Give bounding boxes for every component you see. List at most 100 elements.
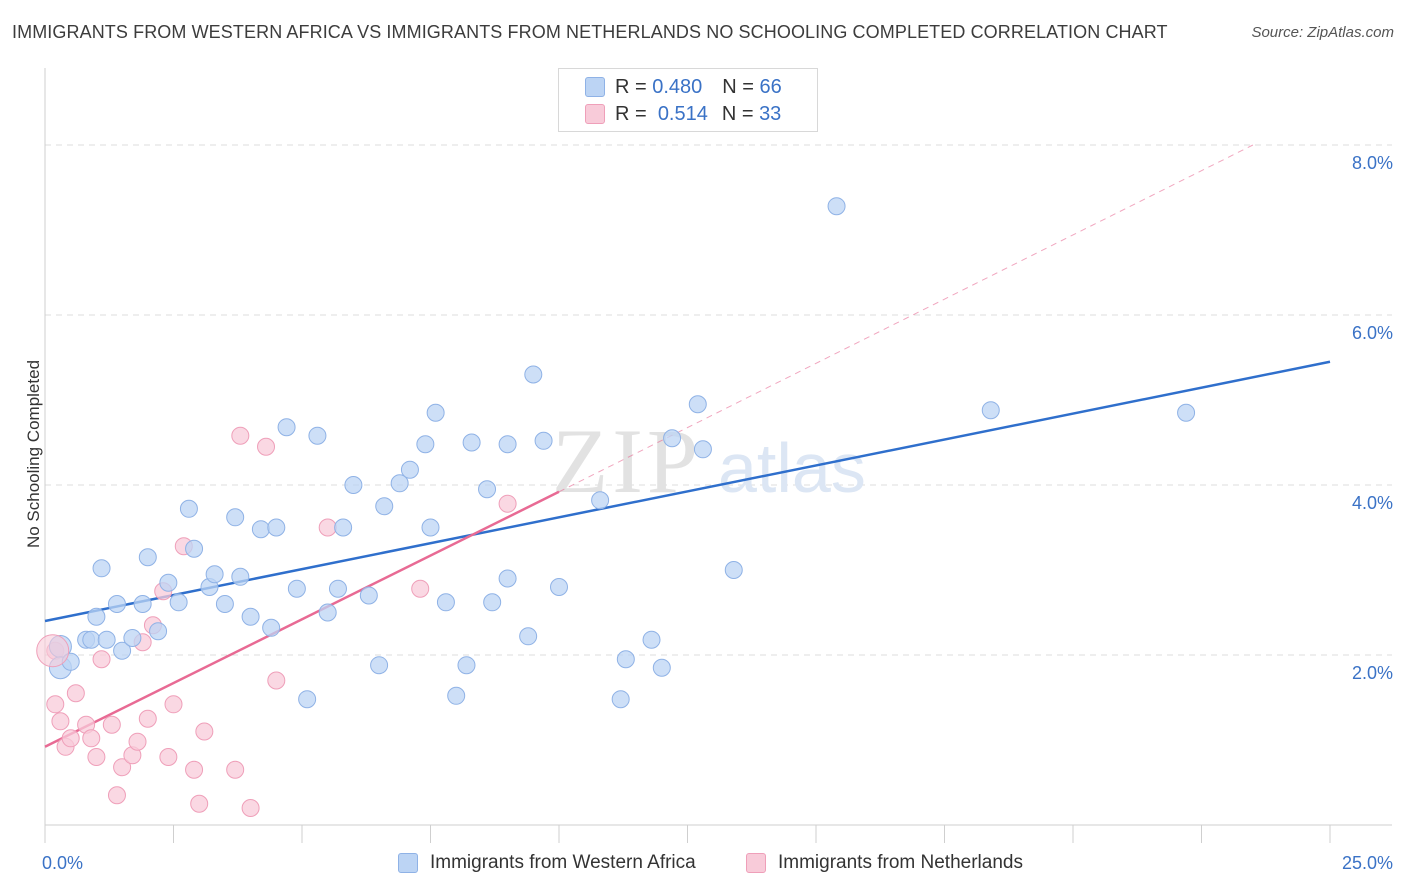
western-africa-point [642, 630, 661, 649]
source-label: Source: ZipAtlas.com [1251, 24, 1394, 41]
western-africa-point [267, 518, 286, 537]
western-africa-point [483, 593, 502, 612]
western-africa-point [724, 561, 743, 579]
western-africa-point [185, 539, 204, 558]
western-africa-point [179, 499, 198, 518]
western-africa-point [426, 403, 445, 422]
x-tick-label: 25.0% [1342, 853, 1393, 873]
western-africa-point [97, 630, 116, 649]
western-africa-point [92, 559, 111, 578]
netherlands-point [241, 799, 260, 817]
western-africa-point [328, 579, 347, 598]
western-africa-point [241, 607, 260, 626]
western-africa-point [591, 491, 610, 510]
netherlands-point [190, 794, 209, 813]
western-africa-point [298, 690, 317, 709]
netherlands-point [318, 518, 337, 537]
western-africa-point [400, 460, 419, 479]
western-africa-point [107, 595, 126, 613]
western-africa-point [616, 650, 635, 669]
legend-label: Immigrants from Western Africa [430, 852, 696, 873]
western-africa-point [287, 579, 306, 598]
legend-item-netherlands[interactable]: Immigrants from Netherlands [746, 852, 1023, 874]
legend-swatch-blue [585, 77, 605, 97]
y-axis-label: No Schooling Completed [24, 359, 43, 549]
r-label: R = [615, 102, 647, 125]
tick-labels: 2.0% 4.0% 6.0% 8.0% 0.0% 25.0% [42, 153, 1393, 873]
western-africa-point [133, 595, 152, 613]
western-africa-trend-line [44, 360, 1331, 623]
series-legend: Immigrants from Western Africa Immigrant… [0, 852, 1406, 878]
western-africa-point [344, 476, 363, 494]
western-africa-point [375, 497, 394, 516]
netherlands-point [92, 650, 111, 669]
legend-item-western-africa[interactable]: Immigrants from Western Africa [398, 852, 696, 874]
y-tick-label: 2.0% [1352, 663, 1393, 683]
western-africa-point [519, 627, 538, 646]
western-africa-point [550, 578, 568, 596]
netherlands-point [107, 786, 126, 805]
y-tick-label: 6.0% [1352, 323, 1393, 343]
western-africa-point [693, 440, 712, 459]
netherlands-point [411, 579, 430, 598]
netherlands-trend-line [44, 490, 560, 748]
netherlands-trend-extension [558, 144, 1254, 493]
western-africa-point [416, 435, 435, 454]
legend-swatch-pink [746, 853, 766, 873]
western-africa-point [226, 508, 245, 527]
netherlands-point [257, 437, 276, 456]
netherlands-point [66, 684, 85, 703]
netherlands-point [82, 729, 101, 748]
netherlands-point [51, 712, 70, 731]
western-africa-point [534, 431, 553, 450]
western-africa-point [87, 607, 106, 626]
netherlands-point [195, 722, 214, 741]
netherlands-point [113, 758, 132, 777]
netherlands-point-large [36, 634, 70, 668]
n-value: 33 [759, 102, 782, 125]
western-africa-point [251, 520, 270, 539]
watermark-atlas: atlas [718, 429, 866, 507]
western-africa-point [149, 622, 168, 641]
netherlands-point [267, 671, 286, 690]
legend-row-netherlands: R = 0.514 N = 33 [585, 102, 781, 126]
western-africa-point [652, 658, 671, 677]
legend-swatch-pink [585, 104, 605, 124]
netherlands-point [87, 748, 106, 766]
western-africa-point [524, 365, 543, 384]
axes [44, 68, 1392, 843]
watermark-zip: ZIP [552, 410, 702, 512]
western-africa-point [457, 656, 476, 675]
western-africa-point [82, 630, 101, 649]
western-africa-point [113, 641, 132, 660]
n-label: N = [722, 75, 754, 98]
western-africa-point [138, 548, 157, 567]
netherlands-point [46, 695, 65, 714]
western-africa-point [498, 435, 517, 454]
western-africa-point [1177, 403, 1196, 422]
netherlands-point [128, 732, 147, 751]
netherlands-point [185, 760, 204, 779]
western-africa-point [462, 433, 481, 452]
western-africa-point [447, 686, 466, 705]
western-africa-point [308, 426, 327, 445]
western-africa-point [390, 474, 409, 493]
western-africa-point [159, 573, 178, 592]
western-africa-point [663, 429, 682, 448]
trend-lines [44, 144, 1331, 748]
western-africa-point [478, 480, 497, 499]
chart-title: IMMIGRANTS FROM WESTERN AFRICA VS IMMIGR… [12, 22, 1168, 42]
grid-lines [45, 144, 1392, 656]
scatter-points [36, 197, 1196, 817]
western-africa-point [981, 401, 1000, 420]
netherlands-point [231, 426, 250, 445]
netherlands-point [159, 748, 178, 766]
western-africa-point [359, 586, 378, 605]
netherlands-point [102, 715, 121, 734]
n-label: N = [721, 102, 754, 125]
western-africa-point [318, 603, 337, 622]
western-africa-point [231, 567, 250, 586]
correlation-legend: R = 0.480 N = 66 R = 0.514 N = 33 [558, 68, 818, 132]
legend-label: Immigrants from Netherlands [778, 852, 1023, 873]
